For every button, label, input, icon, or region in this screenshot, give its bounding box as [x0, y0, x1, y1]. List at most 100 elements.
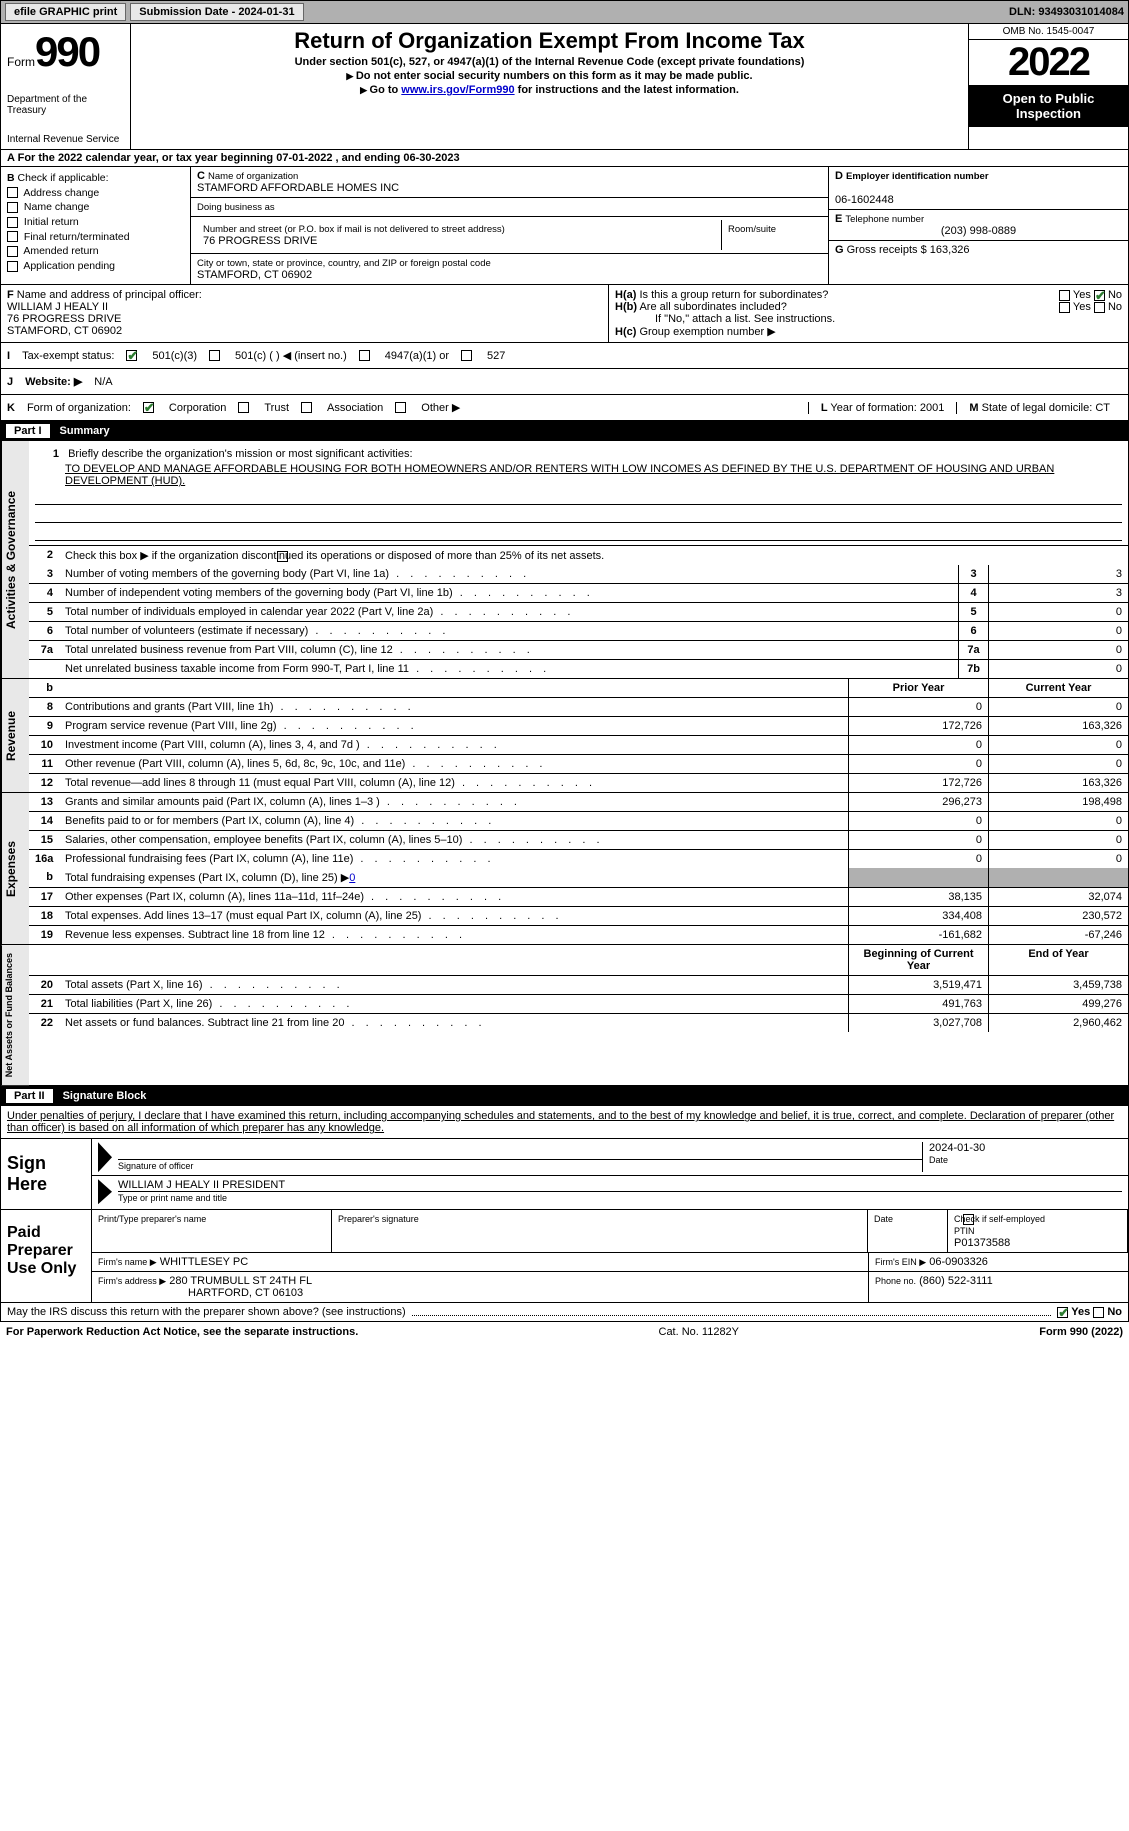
current-val: 0 — [988, 831, 1128, 849]
part2-title: Signature Block — [63, 1090, 147, 1102]
revenue-block: Revenue b Prior Year Current Year 8Contr… — [0, 679, 1129, 793]
discuss-yes-checkbox[interactable] — [1057, 1307, 1068, 1318]
prior-val: 0 — [848, 755, 988, 773]
4947-checkbox[interactable] — [359, 350, 370, 361]
b-checkbox[interactable] — [7, 231, 18, 242]
part1-title: Summary — [60, 425, 110, 437]
col-b: b — [29, 679, 59, 697]
irs-link[interactable]: www.irs.gov/Form990 — [401, 84, 514, 96]
current-val: 499,276 — [988, 995, 1128, 1013]
row-num: 13 — [29, 793, 59, 811]
open-to-public: Open to Public Inspection — [969, 85, 1128, 127]
efile-btn[interactable]: efile GRAPHIC print — [5, 3, 126, 21]
prep-date-hdr: Date — [874, 1214, 893, 1224]
s2-checkbox[interactable] — [277, 551, 288, 562]
officer-addr2: STAMFORD, CT 06902 — [7, 325, 122, 337]
form-subtitle: Under section 501(c), 527, or 4947(a)(1)… — [139, 56, 960, 68]
prior-val: 3,027,708 — [848, 1014, 988, 1032]
form-label: Form — [7, 55, 35, 69]
omb-number: OMB No. 1545-0047 — [969, 24, 1128, 40]
label-d: D — [835, 170, 843, 182]
row-desc: Revenue less expenses. Subtract line 18 … — [59, 926, 848, 944]
s16b-num: b — [29, 868, 59, 887]
b-checkbox[interactable] — [7, 202, 18, 213]
ha-no-checkbox[interactable] — [1094, 290, 1105, 301]
prior-val: 0 — [848, 698, 988, 716]
row-num: 7a — [29, 641, 59, 659]
prior-year-hdr: Prior Year — [848, 679, 988, 697]
assoc-checkbox[interactable] — [301, 402, 312, 413]
tel-value: (203) 998-0889 — [835, 225, 1122, 237]
other-checkbox[interactable] — [395, 402, 406, 413]
row-desc: Total number of individuals employed in … — [59, 603, 958, 621]
firm-addr-label: Firm's address ▶ — [98, 1276, 166, 1286]
opt-trust: Trust — [264, 402, 289, 414]
b-checkbox[interactable] — [7, 246, 18, 257]
row-num: 4 — [29, 584, 59, 602]
501c3-checkbox[interactable] — [126, 350, 137, 361]
s2-num: 2 — [29, 546, 59, 565]
officer-print-name: WILLIAM J HEALY II PRESIDENT — [118, 1179, 1122, 1192]
firm-name-label: Firm's name ▶ — [98, 1257, 157, 1267]
firm-ein: 06-0903326 — [929, 1256, 988, 1268]
row-num: 15 — [29, 831, 59, 849]
hc-text: Group exemption number ▶ — [639, 326, 775, 338]
row-box: 5 — [958, 603, 988, 621]
row-desc: Salaries, other compensation, employee b… — [59, 831, 848, 849]
self-employed-checkbox[interactable] — [963, 1214, 974, 1225]
prior-val: 0 — [848, 831, 988, 849]
ssn-warning: Do not enter social security numbers on … — [139, 70, 960, 82]
current-val: 2,960,462 — [988, 1014, 1128, 1032]
opt-501c3: 501(c)(3) — [152, 350, 197, 362]
b-checkbox[interactable] — [7, 187, 18, 198]
row-box: 7a — [958, 641, 988, 659]
row-num: 20 — [29, 976, 59, 994]
501c-checkbox[interactable] — [209, 350, 220, 361]
label-j: J — [7, 376, 13, 388]
cat-no: Cat. No. 11282Y — [659, 1326, 740, 1338]
line-i: I Tax-exempt status: 501(c)(3) 501(c) ( … — [0, 343, 1129, 369]
s16b-desc: Total fundraising expenses (Part IX, col… — [65, 872, 349, 884]
prior-val: 491,763 — [848, 995, 988, 1013]
prep-sig-hdr: Preparer's signature — [338, 1214, 419, 1224]
label-c: C — [197, 170, 205, 182]
prep-name-hdr: Print/Type preparer's name — [98, 1214, 206, 1224]
dba-label: Doing business as — [197, 202, 275, 213]
hb-yes-checkbox[interactable] — [1059, 302, 1070, 313]
prior-val: 334,408 — [848, 907, 988, 925]
ptin-value: P01373588 — [954, 1237, 1010, 1249]
trust-checkbox[interactable] — [238, 402, 249, 413]
hb-no-checkbox[interactable] — [1094, 302, 1105, 313]
527-checkbox[interactable] — [461, 350, 472, 361]
corp-checkbox[interactable] — [143, 402, 154, 413]
row-num: 10 — [29, 736, 59, 754]
b-checkbox[interactable] — [7, 217, 18, 228]
print-name-label: Type or print name and title — [118, 1193, 227, 1203]
row-desc: Total unrelated business revenue from Pa… — [59, 641, 958, 659]
row-desc: Total liabilities (Part X, line 26) — [59, 995, 848, 1013]
ha-yes-checkbox[interactable] — [1059, 290, 1070, 301]
b-checkbox[interactable] — [7, 261, 18, 272]
phone-label: Phone no. — [875, 1276, 916, 1286]
label-f: F — [7, 289, 14, 301]
s16b-current — [988, 868, 1128, 887]
sign-here-block: Sign Here Signature of officer 2024-01-3… — [0, 1139, 1129, 1210]
ha-text: Is this a group return for subordinates? — [639, 289, 828, 301]
yes-label: Yes — [1073, 289, 1091, 301]
officer-addr1: 76 PROGRESS DRIVE — [7, 313, 121, 325]
prior-val: 38,135 — [848, 888, 988, 906]
row-num: 6 — [29, 622, 59, 640]
opt-501c: 501(c) ( ) ◀ (insert no.) — [235, 349, 347, 362]
current-val: 0 — [988, 812, 1128, 830]
discuss-no-checkbox[interactable] — [1093, 1307, 1104, 1318]
row-num — [29, 660, 59, 678]
s16b-val[interactable]: 0 — [349, 872, 355, 884]
tab-revenue: Revenue — [1, 679, 29, 792]
label-hb: H(b) — [615, 301, 637, 313]
row-box: 3 — [958, 565, 988, 583]
ein-value: 06-1602448 — [835, 194, 894, 206]
part2-num: Part II — [6, 1089, 53, 1103]
paid-preparer-block: Paid Preparer Use Only Print/Type prepar… — [0, 1210, 1129, 1303]
penalties-text: Under penalties of perjury, I declare th… — [0, 1106, 1129, 1139]
firm-addr2: HARTFORD, CT 06103 — [98, 1287, 303, 1299]
